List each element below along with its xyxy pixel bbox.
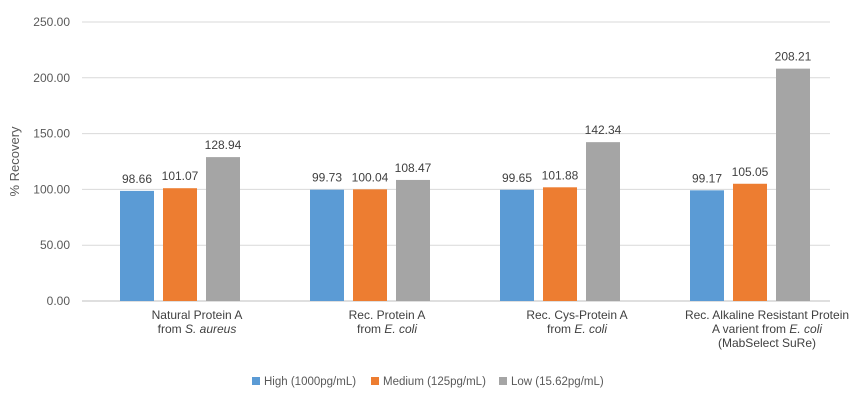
- legend-label: Low (15.62pg/mL): [511, 376, 604, 388]
- bar: [396, 179, 430, 301]
- data-label: 105.05: [732, 165, 769, 179]
- bar: [586, 142, 620, 301]
- bar: [776, 68, 810, 302]
- data-label: 101.07: [162, 169, 199, 183]
- data-label: 98.66: [122, 172, 152, 186]
- bar: [500, 189, 534, 301]
- bar: [310, 189, 344, 301]
- bar: [120, 190, 154, 301]
- legend-swatch: [371, 377, 379, 385]
- bars: [120, 68, 810, 302]
- legend-label: Medium (125pg/mL): [383, 376, 486, 388]
- legend-swatch: [499, 377, 507, 385]
- y-axis-ticks: 0.00 50.00 100.00 150.00 200.00 250.00: [33, 15, 70, 308]
- data-labels: 98.66 101.07 128.94 99.73 100.04 108.47 99.65 1…: [122, 50, 812, 186]
- y-tick-label: 150.00: [33, 127, 70, 141]
- legend: High (1000pg/mL) Medium (125pg/mL) Low (15…: [252, 376, 604, 388]
- data-label: 100.04: [352, 170, 389, 184]
- bar: [733, 183, 767, 301]
- data-label: 99.17: [692, 171, 722, 185]
- data-label: 128.94: [205, 138, 242, 152]
- data-label: 99.73: [312, 171, 342, 185]
- category-label: Rec. Alkaline Resistant Protein A varient…: [685, 308, 849, 350]
- data-label: 99.65: [502, 171, 532, 185]
- y-tick-label: 50.00: [40, 238, 70, 252]
- bar: [163, 188, 197, 301]
- legend-label: High (1000pg/mL): [264, 376, 356, 388]
- y-tick-label: 0.00: [47, 294, 71, 308]
- legend-swatch: [252, 377, 260, 385]
- data-label: 101.88: [542, 168, 579, 182]
- y-axis-label: % Recovery: [7, 126, 22, 197]
- y-tick-label: 250.00: [33, 15, 70, 29]
- data-label: 142.34: [585, 123, 622, 137]
- y-tick-label: 100.00: [33, 182, 70, 196]
- data-label: 208.21: [775, 50, 812, 64]
- bar: [206, 157, 240, 301]
- y-tick-label: 200.00: [33, 71, 70, 85]
- bar: [353, 189, 387, 301]
- bar: [690, 190, 724, 301]
- bar: [543, 187, 577, 301]
- data-label: 108.47: [395, 161, 432, 175]
